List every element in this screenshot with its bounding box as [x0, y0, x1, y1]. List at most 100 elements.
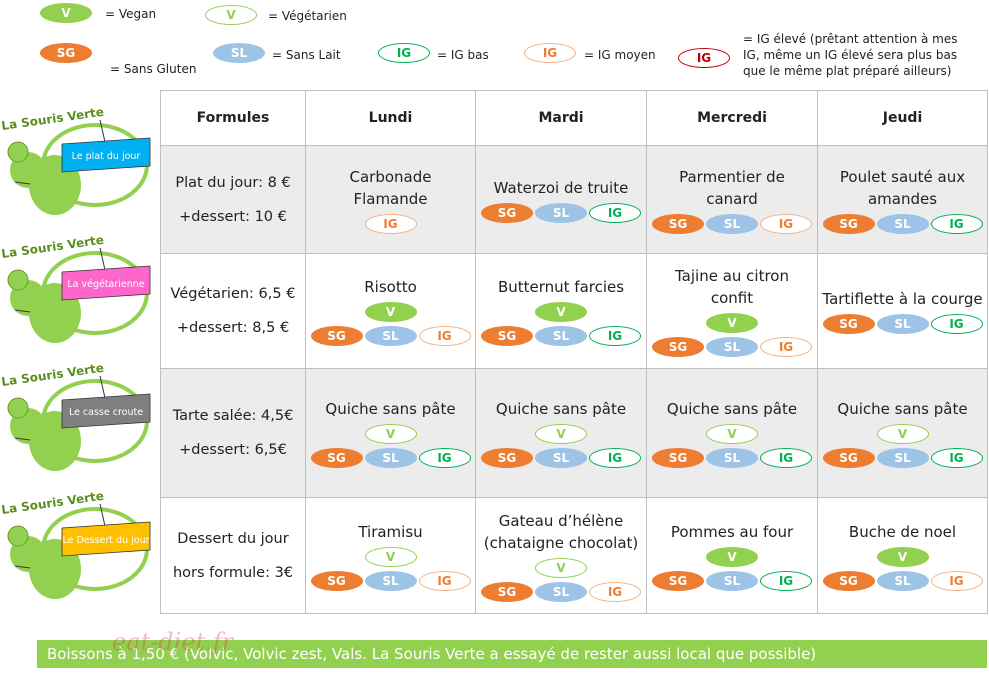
dish-name: Tiramisu: [358, 521, 422, 543]
badge: V: [706, 424, 758, 444]
formule-cell: Plat du jour: 8 € +dessert: 10 €: [160, 145, 306, 254]
badge-row: SG SL IG: [481, 326, 641, 346]
logos: Le plat du jour La Souris Verte La végétar…: [0, 105, 151, 599]
dish: Butternut farcies V SG SL IG: [476, 276, 646, 346]
formule-line: Végétarien: 6,5 €: [170, 286, 296, 302]
badge-row: V: [706, 424, 758, 444]
badge: SG: [481, 202, 533, 223]
dish-name-line: Risotto: [364, 278, 417, 296]
banner-text: Le casse croute: [69, 407, 143, 418]
string: [99, 375, 106, 399]
badge-row: V: [364, 424, 417, 444]
badge: SG: [481, 448, 533, 468]
badge-row: IG: [364, 213, 417, 234]
badge: V: [364, 424, 417, 444]
badge-row: SG SL IG: [652, 337, 812, 357]
badge: IG: [378, 43, 430, 63]
dish: Tiramisu V SG SL IG: [306, 521, 475, 591]
dish: Carbonade Flamande IG: [306, 166, 475, 234]
badge: IG: [760, 337, 812, 357]
badge: SL: [706, 337, 758, 357]
badge: SG: [310, 448, 363, 468]
mouse-ear: [7, 525, 29, 547]
badge: SL: [706, 570, 758, 591]
formule-cell: Tarte salée: 4,5€ +dessert: 6,5€: [160, 368, 306, 498]
formule-cell: Végétarien: 6,5 € +dessert: 8,5 €: [160, 253, 306, 369]
dish-name: Carbonade Flamande: [350, 166, 432, 210]
dish-cell: Tiramisu V SG SL IG: [305, 497, 476, 614]
menu-row: Tarte salée: 4,5€ +dessert: 6,5€ Quiche sa…: [160, 368, 988, 498]
formule-line: +dessert: 10 €: [179, 208, 287, 225]
dish-name: Quiche sans pâte: [496, 398, 626, 420]
dish: Pommes au four V SG SL IG: [647, 521, 817, 591]
badge-row: V: [364, 302, 417, 322]
dish-cell: Pommes au four V SG SL IG: [646, 497, 818, 614]
badge: V: [205, 5, 257, 25]
badge: SL: [364, 570, 417, 591]
formule-line: +dessert: 6,5€: [179, 442, 287, 458]
banner: [61, 393, 151, 429]
badge: SL: [876, 213, 929, 234]
badge: V: [706, 546, 758, 567]
badge: V: [364, 302, 417, 322]
badge: SL: [213, 43, 265, 63]
dish-name-line: Buche de noel: [848, 522, 957, 541]
banner-text: Le plat du jour: [72, 151, 141, 162]
badge: V: [876, 546, 929, 567]
badge: IG: [760, 570, 812, 591]
dish-name-line: Pommes au four: [670, 522, 794, 541]
dish-name: Quiche sans pâte: [837, 398, 967, 420]
badge-row: SG SL IG: [481, 202, 641, 223]
badge: IG: [760, 213, 812, 234]
badge-row: SG SL IG: [310, 448, 471, 468]
dish-name-line: Tajine au citron: [675, 267, 789, 285]
string: [99, 503, 106, 527]
formule-line: Plat du jour: 8 €: [175, 174, 291, 191]
dish-name: Buche de noel: [849, 521, 956, 543]
banner: [61, 265, 151, 301]
badge: IG: [760, 448, 812, 468]
header-row: Formules Lundi Mardi Mercredi Jeudi: [160, 90, 988, 146]
badge: SG: [652, 213, 704, 234]
dish: Quiche sans pâte V SG SL IG: [476, 398, 646, 468]
dish-name-line: Tartiflette à la courge: [822, 290, 983, 308]
badge: SG: [822, 314, 875, 334]
legend-text: = Sans Lait: [272, 48, 341, 62]
badge-row: V: [876, 424, 929, 444]
dish: Buche de noel V SG SL IG: [818, 521, 987, 591]
dish-name-line: (chataigne chocolat): [483, 533, 639, 552]
badge: SL: [706, 213, 758, 234]
badge-row: SG SL IG: [822, 314, 983, 334]
logo-title: La Souris Verte: [0, 489, 104, 517]
column-header: Formules: [160, 90, 306, 146]
badge: SG: [652, 570, 704, 591]
badge: SL: [706, 448, 758, 468]
badge: SG: [310, 570, 363, 591]
formule-line: hors formule: 3€: [172, 564, 294, 581]
menu-row: Dessert du jour hors formule: 3€ Tiramisu V…: [160, 497, 988, 614]
dish-name-line: canard: [706, 189, 758, 208]
badge-row: V: [706, 313, 758, 333]
dish-cell: Quiche sans pâte V SG SL IG: [817, 368, 988, 498]
badge: SG: [652, 448, 704, 468]
dish-cell: Tajine au citron confit V SG SL IG: [646, 253, 818, 369]
legend-text: IG, même un IG élevé sera plus bas: [743, 48, 958, 62]
banner: [61, 137, 151, 173]
badge-row: SG SL IG: [822, 570, 983, 591]
dish-cell: Buche de noel V SG SL IG: [817, 497, 988, 614]
mouse-ear: [7, 269, 29, 291]
legend-text: = IG moyen: [584, 48, 656, 62]
formule-line: Tarte salée: 4,5€: [172, 408, 294, 424]
dish-name: Butternut farcies: [498, 276, 624, 298]
logo: La végétarienne La Souris Verte: [0, 233, 151, 343]
badge: V: [364, 546, 417, 567]
formule: Plat du jour: 8 € +dessert: 10 €: [161, 175, 305, 225]
mouse-whisker: [14, 437, 31, 441]
badge: SG: [822, 570, 875, 591]
watermark: eat-diet.fr: [112, 628, 234, 656]
logo: Le casse croute La Souris Verte: [0, 361, 151, 471]
column-header: Mercredi: [646, 90, 818, 146]
dish-name-line: confit: [710, 289, 754, 307]
badge-row: SG SL IG: [822, 213, 983, 234]
dish-name: Quiche sans pâte: [325, 398, 455, 420]
